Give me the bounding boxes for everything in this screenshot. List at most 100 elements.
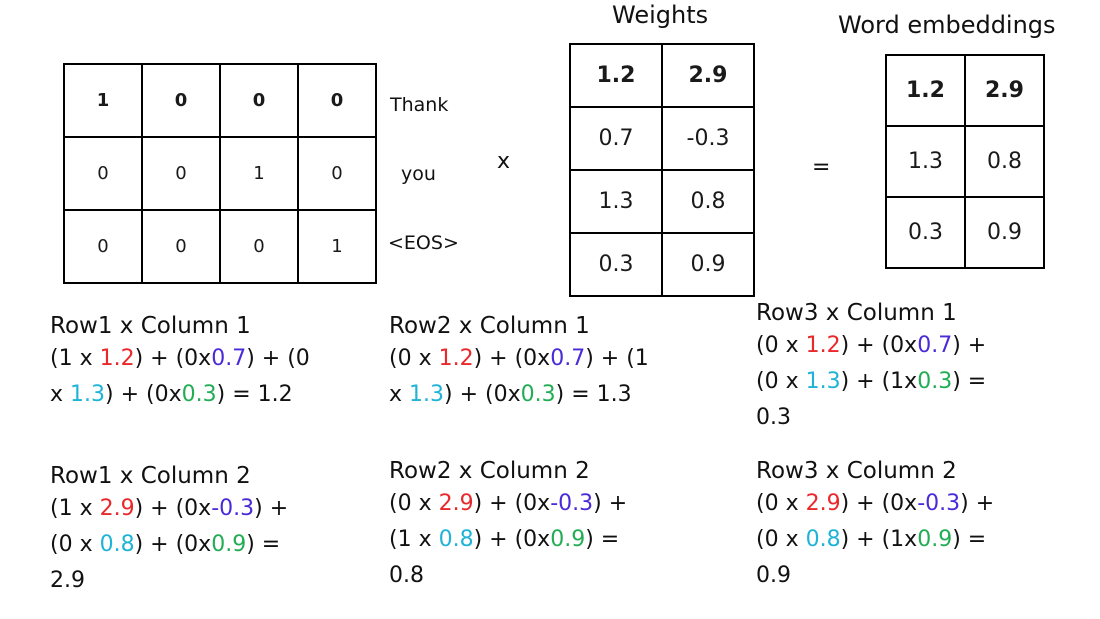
weight-value: 2.9 [99, 496, 135, 521]
weight-value: 2.9 [438, 491, 474, 516]
calc-text: ) = [952, 369, 987, 394]
matrix-cell: 0.8 [964, 125, 1045, 198]
calc-line: (0 x 1.2) + (0x0.7) + [756, 328, 986, 364]
matrix-cell: 1.3 [569, 169, 663, 234]
weight-value: 0.7 [917, 333, 953, 358]
matrix-row: 1 0 0 0 [63, 63, 377, 138]
calc-line: x 1.3) + (0x0.3) = 1.2 [50, 377, 310, 413]
embeddings-matrix: 1.2 2.9 1.3 0.8 0.3 0.9 [885, 54, 1045, 269]
calc-title: Row3 x Column 2 [756, 458, 957, 484]
calc-title: Row1 x Column 1 [50, 313, 251, 339]
calc-text: (0 x [50, 532, 100, 557]
matrix-row: 0.7 -0.3 [569, 106, 755, 171]
weight-value: 0.7 [550, 346, 586, 371]
calc-line: (0 x 2.9) + (0x-0.3) + [756, 486, 994, 522]
matrix-cell: 0.9 [964, 196, 1045, 269]
calc-text: x [389, 382, 410, 407]
matrix-row: 0 0 1 0 [63, 136, 377, 211]
calc-line: 0.3 [756, 400, 986, 436]
calc-line: 0.8 [389, 558, 627, 594]
calc-text: ) + (0x [473, 346, 551, 371]
matrix-row: 1.3 0.8 [569, 169, 755, 234]
calc-line: (0 x 0.8) + (1x0.9) = [756, 522, 994, 558]
matrix-cell: 0 [141, 136, 221, 211]
calc-text: (0 x [756, 527, 806, 552]
calc-text: (1 x [389, 527, 439, 552]
calc-row2-col2: Row2 x Column 2 (0 x 2.9) + (0x-0.3) + (1 … [389, 456, 627, 594]
matrix-cell: 0.9 [661, 232, 755, 297]
matrix-cell: 0 [141, 63, 221, 138]
matrix-cell: 0 [219, 63, 299, 138]
calc-row1-col1: Row1 x Column 1 (1 x 1.2) + (0x0.7) + (0 x… [50, 311, 310, 413]
calc-text: (0 x [756, 491, 806, 516]
calc-row1-col2: Row1 x Column 2 (1 x 2.9) + (0x-0.3) + (0 … [50, 461, 288, 599]
calc-text: (0 x [756, 369, 806, 394]
calc-text: ) + (0x [105, 382, 182, 407]
matrix-row: 0 0 0 1 [63, 209, 377, 284]
calc-title: Row1 x Column 2 [50, 463, 251, 489]
calc-text: ) + (0x [134, 346, 212, 371]
calc-text: x [50, 382, 71, 407]
calc-text: ) + (0x [473, 527, 551, 552]
calc-text: ) + (0x [473, 491, 551, 516]
calc-text: (1 x [50, 346, 100, 371]
weight-value: 1.2 [805, 333, 841, 358]
calc-text: ) + (1x [840, 527, 918, 552]
calc-row2-col1: Row2 x Column 1 (0 x 1.2) + (0x0.7) + (1 x… [389, 311, 649, 413]
weight-value: -0.3 [211, 496, 255, 521]
weight-value: 0.8 [805, 527, 841, 552]
calc-text: ) + (0x [444, 382, 521, 407]
weight-value: 0.8 [99, 532, 135, 557]
matrix-row: 0.3 0.9 [885, 196, 1045, 269]
matrix-row: 1.3 0.8 [885, 125, 1045, 198]
calc-text: ) + [952, 333, 987, 358]
matrix-cell: 1.3 [885, 125, 966, 198]
weight-value: 0.3 [520, 382, 556, 407]
matrix-cell: 1.2 [885, 54, 966, 127]
matrix-cell: 1.2 [569, 43, 663, 108]
embeddings-title: Word embeddings [838, 11, 1056, 39]
calc-text: 0.9 [756, 563, 791, 588]
calc-text: ) = [585, 527, 620, 552]
matrix-cell: 1 [219, 136, 299, 211]
matrix-cell: 2.9 [964, 54, 1045, 127]
calc-text: ) = [952, 527, 987, 552]
matrix-row: 1.2 2.9 [569, 43, 755, 108]
token-label-thank: Thank [390, 94, 449, 116]
calc-text: 0.3 [756, 405, 791, 430]
calc-text: ) + (0x [840, 333, 918, 358]
calc-text: (0 x [389, 346, 439, 371]
calc-text: ) = [246, 532, 281, 557]
weight-value: 0.8 [438, 527, 474, 552]
calc-text: (0 x [756, 333, 806, 358]
matrix-cell: 0.8 [661, 169, 755, 234]
weight-value: 0.9 [917, 527, 953, 552]
calc-line: x 1.3) + (0x0.3) = 1.3 [389, 377, 649, 413]
calc-text: ) = 1.2 [216, 382, 293, 407]
calc-text: ) + (1x [840, 369, 918, 394]
matrix-cell: 0.3 [885, 196, 966, 269]
calc-row3-col2: Row3 x Column 2 (0 x 2.9) + (0x-0.3) + (0 … [756, 456, 994, 594]
weight-value: 0.3 [917, 369, 953, 394]
equals-operator: = [812, 155, 831, 180]
calc-text: ) + [593, 491, 628, 516]
token-label-eos: <EOS> [388, 232, 459, 254]
matrix-row: 0.3 0.9 [569, 232, 755, 297]
matrix-cell: 0 [297, 63, 377, 138]
matrix-cell: 0 [219, 209, 299, 284]
calc-line: (1 x 0.8) + (0x0.9) = [389, 522, 627, 558]
calc-line: (0 x 1.2) + (0x0.7) + (1 [389, 341, 649, 377]
weight-value: 0.7 [211, 346, 247, 371]
calc-line: (0 x 1.3) + (1x0.3) = [756, 364, 986, 400]
calc-text: ) + [254, 496, 289, 521]
weights-matrix: 1.2 2.9 0.7 -0.3 1.3 0.8 0.3 0.9 [569, 43, 755, 297]
weight-value: 0.9 [550, 527, 586, 552]
calc-text: 0.8 [389, 563, 424, 588]
calc-line: (1 x 2.9) + (0x-0.3) + [50, 491, 288, 527]
weight-value: 2.9 [805, 491, 841, 516]
weight-value: 1.2 [99, 346, 135, 371]
calc-line: 0.9 [756, 558, 994, 594]
weights-title: Weights [612, 1, 709, 29]
matrix-cell: 1 [63, 63, 143, 138]
weight-value: 1.2 [438, 346, 474, 371]
